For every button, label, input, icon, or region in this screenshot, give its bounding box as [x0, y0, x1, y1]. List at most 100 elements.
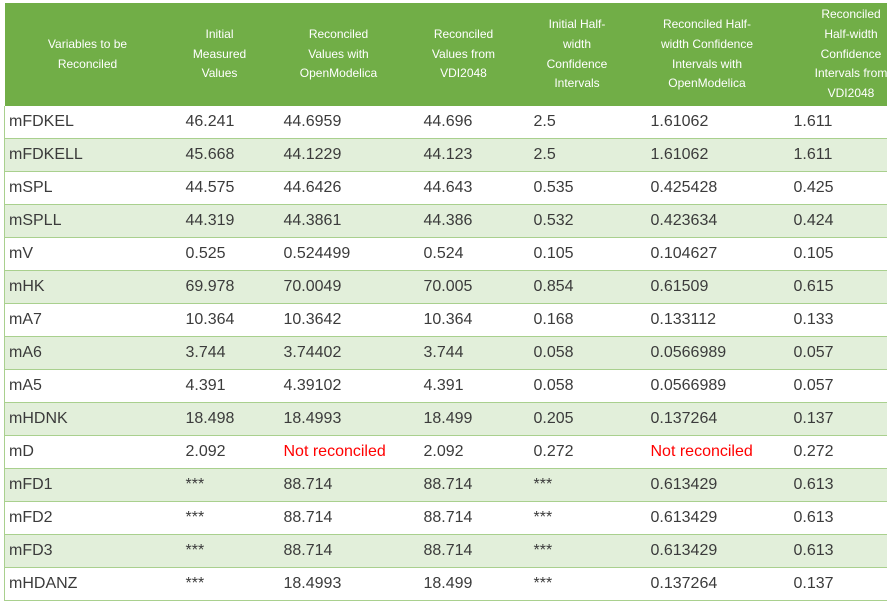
value-cell: 0.272 — [778, 435, 887, 469]
value-cell: 44.643 — [408, 171, 519, 205]
value-cell: 18.499 — [408, 567, 519, 601]
value-cell: 88.714 — [408, 501, 519, 535]
value-cell: 4.391 — [170, 369, 269, 403]
value-cell: 10.364 — [408, 303, 519, 337]
value-cell: 0.205 — [518, 402, 636, 436]
value-cell: 44.1229 — [268, 138, 409, 172]
value-cell: 88.714 — [408, 534, 519, 568]
value-cell: 4.391 — [408, 369, 519, 403]
value-cell: 2.5 — [518, 138, 636, 172]
value-cell: 0.105 — [778, 237, 887, 271]
variable-name-cell: mV — [4, 237, 171, 271]
column-header-halfwidth-vdi2048: Reconciled Half-width Confidence Interva… — [778, 3, 887, 106]
value-cell: 44.386 — [408, 204, 519, 238]
variable-name-cell: mFD3 — [4, 534, 171, 568]
table-row: mFD1 *** 88.714 88.714 *** 0.613429 0.613 — [4, 468, 887, 502]
variable-name-cell: mA6 — [4, 336, 171, 370]
table-row: mFDKELL 45.668 44.1229 44.123 2.5 1.61062 1.61… — [4, 138, 887, 172]
value-cell: 88.714 — [408, 468, 519, 502]
value-cell: 0.532 — [518, 204, 636, 238]
value-cell: 0.137264 — [635, 567, 779, 601]
table-row: mA5 4.391 4.39102 4.391 0.058 0.0566989 0.057 — [4, 369, 887, 403]
value-cell: 0.137264 — [635, 402, 779, 436]
variable-name-cell: mA7 — [4, 303, 171, 337]
value-cell: Not reconciled — [635, 435, 779, 469]
value-cell: 0.272 — [518, 435, 636, 469]
value-cell: 18.4993 — [268, 567, 409, 601]
value-cell: 0.613429 — [635, 534, 779, 568]
value-cell: Not reconciled — [268, 435, 409, 469]
value-cell: 45.668 — [170, 138, 269, 172]
value-cell: 44.575 — [170, 171, 269, 205]
table-row: mHDANZ *** 18.4993 18.499 *** 0.137264 0.137 — [4, 567, 887, 601]
variable-name-cell: mA5 — [4, 369, 171, 403]
value-cell: 0.524 — [408, 237, 519, 271]
value-cell: 0.535 — [518, 171, 636, 205]
value-cell: 70.005 — [408, 270, 519, 304]
table-row: mHK 69.978 70.0049 70.005 0.854 0.61509 0.615 — [4, 270, 887, 304]
value-cell: *** — [518, 534, 636, 568]
value-cell: 3.744 — [170, 336, 269, 370]
value-cell: 88.714 — [268, 501, 409, 535]
value-cell: 3.744 — [408, 336, 519, 370]
value-cell: 0.425428 — [635, 171, 779, 205]
column-header-initial-measured-values: Initial Measured Values — [170, 3, 269, 106]
value-cell: 0.058 — [518, 369, 636, 403]
column-header-halfwidth-openmodelica: Reconciled Half- width Confidence Interv… — [635, 3, 779, 106]
value-cell: 0.058 — [518, 336, 636, 370]
value-cell: 1.611 — [778, 106, 887, 139]
value-cell: 0.61509 — [635, 270, 779, 304]
table-row: mSPL 44.575 44.6426 44.643 0.535 0.425428 0.42… — [4, 171, 887, 205]
table-body: mFDKEL 46.241 44.6959 44.696 2.5 1.61062 1.611… — [4, 106, 887, 601]
value-cell: 0.137 — [778, 402, 887, 436]
reconciliation-table: Variables to be Reconciled Initial Measu… — [4, 3, 887, 601]
table-header: Variables to be Reconciled Initial Measu… — [4, 3, 887, 106]
column-header-initial-halfwidth-intervals: Initial Half- width Confidence Intervals — [518, 3, 636, 106]
value-cell: 0.057 — [778, 369, 887, 403]
table-row: mD 2.092 Not reconciled 2.092 0.272 Not recon… — [4, 435, 887, 469]
table-row: mHDNK 18.498 18.4993 18.499 0.205 0.137264 0.1… — [4, 402, 887, 436]
table-row: mSPLL 44.319 44.3861 44.386 0.532 0.423634 0.4… — [4, 204, 887, 238]
column-header-reconciled-values-openmodelica: Reconciled Values with OpenModelica — [268, 3, 409, 106]
value-cell: 0.133 — [778, 303, 887, 337]
table-row: mFD2 *** 88.714 88.714 *** 0.613429 0.613 — [4, 501, 887, 535]
value-cell: 0.613 — [778, 534, 887, 568]
table-row: mFDKEL 46.241 44.6959 44.696 2.5 1.61062 1.611 — [4, 106, 887, 139]
value-cell: 0.613429 — [635, 501, 779, 535]
value-cell: *** — [518, 501, 636, 535]
value-cell: 46.241 — [170, 106, 269, 139]
variable-name-cell: mSPLL — [4, 204, 171, 238]
value-cell: 4.39102 — [268, 369, 409, 403]
value-cell: *** — [170, 501, 269, 535]
value-cell: 2.5 — [518, 106, 636, 139]
value-cell: 0.525 — [170, 237, 269, 271]
value-cell: *** — [170, 567, 269, 601]
value-cell: 3.74402 — [268, 336, 409, 370]
value-cell: 0.137 — [778, 567, 887, 601]
value-cell: 0.057 — [778, 336, 887, 370]
value-cell: 18.498 — [170, 402, 269, 436]
value-cell: 0.105 — [518, 237, 636, 271]
table-row: mA6 3.744 3.74402 3.744 0.058 0.0566989 0.057 — [4, 336, 887, 370]
variable-name-cell: mFD1 — [4, 468, 171, 502]
value-cell: 10.3642 — [268, 303, 409, 337]
variable-name-cell: mHDNK — [4, 402, 171, 436]
value-cell: *** — [170, 468, 269, 502]
value-cell: 0.524499 — [268, 237, 409, 271]
value-cell: *** — [518, 567, 636, 601]
value-cell: 0.613429 — [635, 468, 779, 502]
value-cell: 0.423634 — [635, 204, 779, 238]
header-row: Variables to be Reconciled Initial Measu… — [4, 3, 887, 106]
value-cell: 18.499 — [408, 402, 519, 436]
value-cell: 0.133112 — [635, 303, 779, 337]
value-cell: 44.6426 — [268, 171, 409, 205]
value-cell: 0.168 — [518, 303, 636, 337]
variable-name-cell: mD — [4, 435, 171, 469]
value-cell: 0.0566989 — [635, 369, 779, 403]
value-cell: 1.611 — [778, 138, 887, 172]
table-row: mFD3 *** 88.714 88.714 *** 0.613429 0.613 — [4, 534, 887, 568]
value-cell: 88.714 — [268, 534, 409, 568]
value-cell: 44.3861 — [268, 204, 409, 238]
variable-name-cell: mHDANZ — [4, 567, 171, 601]
